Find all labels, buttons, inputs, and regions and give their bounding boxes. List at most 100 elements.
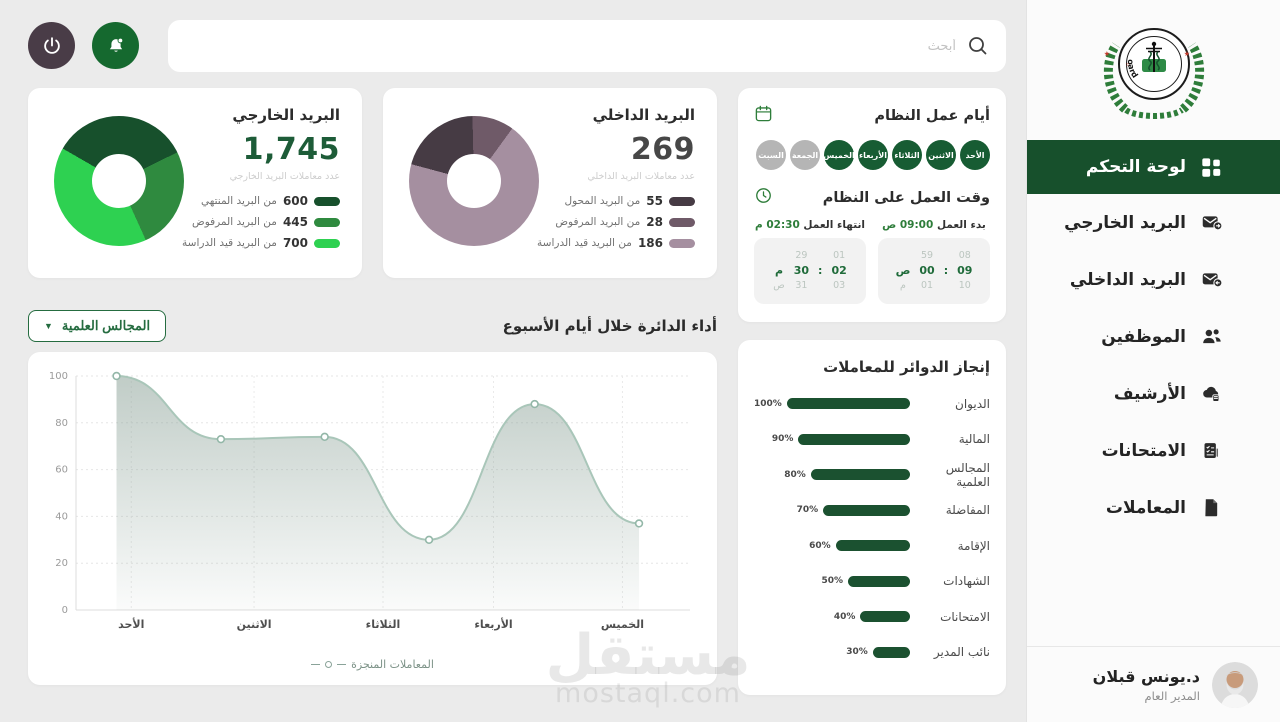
notifications-button[interactable]	[92, 22, 139, 69]
sidebar-item-incoming-mail[interactable]: البريد الداخلي	[1027, 251, 1280, 308]
progress-bar	[786, 398, 910, 410]
department-filter-dropdown[interactable]: المجالس العلمية ▼	[28, 310, 167, 342]
progress-bar	[835, 540, 910, 552]
user-profile[interactable]: د.يونس قبلان المدير العام	[1027, 646, 1280, 722]
bar-row-residency: الإقامة 60%	[809, 538, 990, 553]
sidebar-item-label: المعاملات	[1105, 497, 1186, 518]
org-logo: الهيئة السورية للاختصاصات الطبية Syrian …	[1027, 0, 1280, 130]
bar-row-finance: المالية 90%	[771, 432, 990, 447]
svg-text:80: 80	[55, 418, 68, 429]
sidebar-nav: لوحة التحكم البريد الخارجي البريد الداخل…	[1027, 140, 1280, 536]
bar-row-exams: الامتحانات 40%	[833, 609, 990, 624]
bar-row-scientific-councils: المجالس العلمية 80%	[784, 460, 990, 489]
legend-swatch	[669, 196, 695, 206]
svg-text:الأربعاء: الأربعاء	[474, 617, 512, 631]
legend-item: 28 من البريد المرفوض	[537, 215, 695, 229]
sidebar-item-dashboard[interactable]: لوحة التحكم	[1027, 140, 1280, 194]
svg-text:الاثنين: الاثنين	[237, 618, 272, 631]
day-chip-friday[interactable]: الجمعة	[790, 140, 820, 170]
donut-legend: 600 من البريد المنتهي 445 من البريد المر…	[182, 194, 340, 250]
svg-text:★: ★	[1183, 50, 1189, 58]
workdays-title: أيام عمل النظام	[874, 107, 990, 124]
sidebar: الهيئة السورية للاختصاصات الطبية Syrian …	[1026, 0, 1280, 722]
area-chart: 0 20 40 60 80 100 الأحد الاثنين الثلاثاء الأربعاء…	[42, 364, 703, 656]
svg-text:★: ★	[1103, 50, 1109, 58]
legend-marker-dot	[325, 661, 333, 668]
user-role: المدير العام	[1144, 688, 1200, 703]
day-chip-tuesday[interactable]: الثلاثاء	[892, 140, 922, 170]
sidebar-item-archive[interactable]: الأرشيف	[1027, 365, 1280, 422]
external-mail-donut-chart	[54, 116, 184, 246]
card-title: البريد الداخلي	[592, 106, 695, 124]
external-mail-total: 1,745	[242, 132, 340, 167]
svg-text:الأحد: الأحد	[118, 617, 144, 631]
legend-swatch	[669, 238, 695, 248]
departments-completion-card: إنجاز الدوائر للمعاملات الديوان 100% الما…	[738, 340, 1006, 695]
sidebar-item-label: البريد الخارجي	[1064, 212, 1186, 233]
legend-item: 186 من البريد قيد الدراسة	[537, 236, 695, 250]
dashboard-grid-icon	[1200, 156, 1222, 178]
progress-bar	[798, 433, 910, 445]
progress-bar	[860, 611, 910, 623]
search-bar	[168, 20, 1006, 72]
internal-mail-donut-chart	[409, 116, 539, 246]
sidebar-item-label: الامتحانات	[1101, 440, 1186, 461]
svg-text:60: 60	[55, 465, 68, 476]
progress-bar	[872, 646, 910, 658]
mail-in-icon	[1200, 269, 1222, 291]
internal-mail-total: 269	[630, 132, 695, 167]
chart-legend: المعاملات المنجزة	[42, 658, 703, 671]
workday-chips: الأحد الاثنين الثلاثاء الأربعاء الخميس ا…	[754, 140, 990, 170]
legend-item: 700 من البريد قيد الدراسة	[182, 236, 340, 250]
bar-row-deputy-director: نائب المدير 30%	[846, 645, 990, 660]
power-icon	[43, 36, 60, 54]
document-icon	[1200, 497, 1222, 519]
day-chip-thursday[interactable]: الخميس	[823, 140, 855, 170]
legend-swatch	[314, 238, 340, 248]
clock-icon	[754, 186, 773, 209]
performance-chart-title: أداء الدائرة خلال أيام الأسبوع	[502, 317, 717, 335]
card-title: البريد الخارجي	[232, 106, 340, 124]
sidebar-item-outgoing-mail[interactable]: البريد الخارجي	[1027, 194, 1280, 251]
sidebar-item-employees[interactable]: الموظفين	[1027, 308, 1280, 365]
exam-clipboard-icon	[1200, 440, 1222, 462]
logout-button[interactable]	[28, 22, 75, 69]
bar-row-diwan: الديوان 100%	[754, 396, 990, 411]
bar-row-mufadala: المفاضلة 70%	[796, 503, 990, 518]
day-chip-sunday[interactable]: الأحد	[960, 140, 990, 170]
card-subtitle: عدد معاملات البريد الداخلي	[587, 171, 695, 182]
card-subtitle: عدد معاملات البريد الخارجي	[229, 171, 340, 182]
sidebar-item-label: الأرشيف	[1113, 383, 1186, 404]
legend-item: 600 من البريد المنتهي	[182, 194, 340, 208]
svg-text:0: 0	[62, 605, 68, 616]
progress-bar	[848, 575, 910, 587]
legend-swatch	[314, 196, 340, 206]
external-mail-card: البريد الخارجي 1,745 عدد معاملات البريد …	[28, 88, 362, 278]
syrian-board-logo-icon: الهيئة السورية للاختصاصات الطبية Syrian …	[1095, 12, 1204, 119]
day-chip-monday[interactable]: الاثنين	[926, 140, 956, 170]
main-content: البريد الخارجي 1,745 عدد معاملات البريد …	[28, 20, 1006, 695]
day-chip-saturday[interactable]: السبت	[756, 140, 786, 170]
cloud-archive-icon	[1200, 383, 1222, 405]
performance-chart-card: 0 20 40 60 80 100 الأحد الاثنين الثلاثاء الأربعاء…	[28, 352, 717, 685]
sidebar-item-transactions[interactable]: المعاملات	[1027, 479, 1280, 536]
avatar	[1212, 661, 1258, 708]
sidebar-item-label: لوحة التحكم	[1085, 157, 1186, 177]
sidebar-item-label: الموظفين	[1101, 326, 1186, 347]
sidebar-item-exams[interactable]: الامتحانات	[1027, 422, 1280, 479]
sidebar-item-label: البريد الداخلي	[1069, 269, 1186, 290]
legend-swatch	[314, 217, 340, 227]
department-bars: الديوان 100% المالية 90% المجالس العلمية 80…	[754, 386, 990, 670]
svg-text:الثلاثاء: الثلاثاء	[366, 618, 401, 631]
legend-item: 445 من البريد المرفوض	[182, 215, 340, 229]
mail-out-icon	[1200, 212, 1222, 234]
day-chip-wednesday[interactable]: الأربعاء	[858, 140, 888, 170]
legend-marker	[337, 663, 347, 666]
search-input[interactable]	[168, 20, 1006, 72]
legend-item: 55 من البريد المحول	[537, 194, 695, 208]
performance-chart-header: أداء الدائرة خلال أيام الأسبوع المجالس ا…	[28, 310, 717, 342]
